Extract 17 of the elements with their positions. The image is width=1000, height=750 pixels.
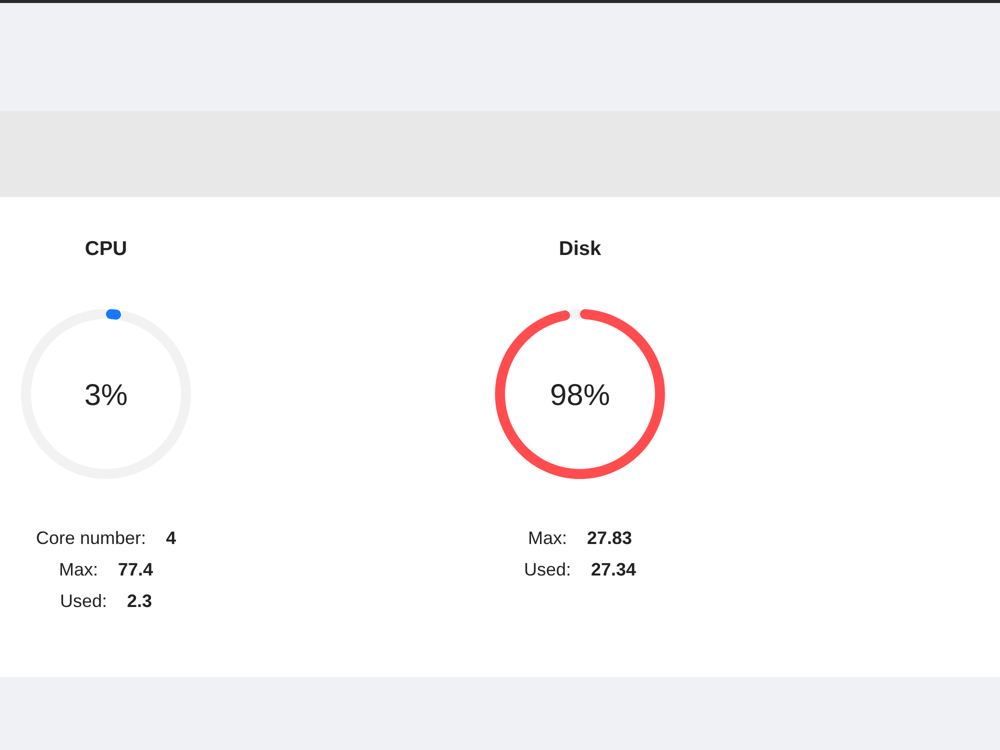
text: 4 (166, 528, 176, 548)
text: 27.83 (586, 528, 632, 548)
donut-slice (569, 309, 580, 320)
text: 2.3 (127, 591, 152, 611)
chart-title: Disk (558, 238, 602, 260)
text: Used: (60, 591, 107, 611)
chart-title: CPU (84, 238, 128, 260)
donut-slice (106, 309, 122, 320)
text: 27.34 (590, 560, 636, 580)
text: 98% (550, 379, 610, 412)
text: Used: (524, 560, 571, 580)
text: 3% (84, 379, 128, 412)
text: Max: (528, 528, 567, 548)
donut-slice (495, 309, 665, 479)
text: 77.4 (118, 560, 154, 580)
text: Core number: (36, 528, 146, 548)
text: Max: (58, 560, 98, 580)
